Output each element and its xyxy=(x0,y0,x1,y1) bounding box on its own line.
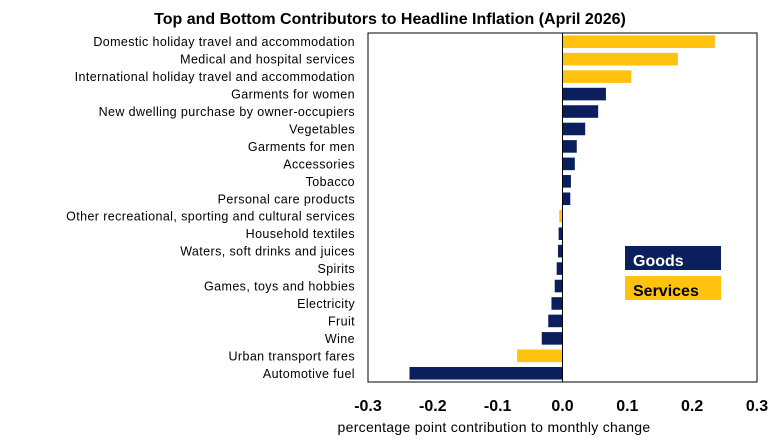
category-label: Automotive fuel xyxy=(263,367,355,381)
category-label: Waters, soft drinks and juices xyxy=(180,245,355,259)
x-axis-label: percentage point contribution to monthly… xyxy=(338,419,651,435)
bar xyxy=(562,52,678,66)
x-tick-label: -0.3 xyxy=(354,398,382,415)
legend-label-services: Services xyxy=(633,283,699,300)
bar xyxy=(562,105,599,118)
bar xyxy=(562,122,586,136)
category-label: Games, toys and hobbies xyxy=(204,280,355,294)
bar xyxy=(557,244,563,258)
bar xyxy=(541,332,563,345)
x-tick-label: 0.2 xyxy=(681,398,703,415)
category-label: International holiday travel and accommo… xyxy=(75,70,355,84)
x-tick-label: 0.1 xyxy=(616,398,638,415)
category-label: Vegetables xyxy=(289,122,355,136)
category-label: Tobacco xyxy=(306,175,355,189)
bar xyxy=(562,70,632,83)
category-label: Personal care products xyxy=(218,192,355,206)
bar xyxy=(551,297,563,310)
bar xyxy=(562,87,606,101)
bar xyxy=(556,262,563,275)
category-labels: Domestic holiday travel and accommodatio… xyxy=(66,35,355,381)
category-label: Accessories xyxy=(283,157,355,171)
x-tick-labels: -0.3 -0.2 -0.1 0.0 0.1 0.2 0.3 xyxy=(354,398,768,415)
category-label: Garments for men xyxy=(248,140,355,154)
category-label: Domestic holiday travel and accommodatio… xyxy=(93,35,355,49)
bar xyxy=(562,140,577,153)
chart-title: Top and Bottom Contributors to Headline … xyxy=(154,11,626,28)
legend-label-goods: Goods xyxy=(633,253,684,270)
category-label: Fruit xyxy=(328,314,355,328)
bar xyxy=(558,227,563,240)
bar xyxy=(562,192,571,206)
x-tick-label: -0.2 xyxy=(419,398,447,415)
legend-swatch-goods xyxy=(625,246,721,270)
bar xyxy=(562,35,715,49)
bars xyxy=(409,35,715,380)
bar xyxy=(562,157,575,171)
category-label: Other recreational, sporting and cultura… xyxy=(66,210,355,224)
bar xyxy=(562,175,571,188)
category-label: New dwelling purchase by owner-occupiers xyxy=(99,105,355,119)
bar xyxy=(554,279,563,293)
bar xyxy=(517,349,563,363)
legend: Goods Services xyxy=(625,246,721,300)
x-tick-label: -0.1 xyxy=(484,398,512,415)
legend-swatch-services xyxy=(625,276,721,300)
category-label: Electricity xyxy=(297,297,355,311)
x-tick-label: 0.0 xyxy=(551,398,573,415)
category-label: Spirits xyxy=(317,262,355,276)
category-label: Urban transport fares xyxy=(228,349,355,363)
bar xyxy=(409,366,563,380)
category-label: Household textiles xyxy=(246,227,355,241)
category-label: Medical and hospital services xyxy=(180,53,355,67)
category-label: Wine xyxy=(325,332,355,346)
x-tick-label: 0.3 xyxy=(746,398,768,415)
bar xyxy=(559,209,563,223)
category-label: Garments for women xyxy=(231,88,355,102)
bar xyxy=(548,314,563,328)
